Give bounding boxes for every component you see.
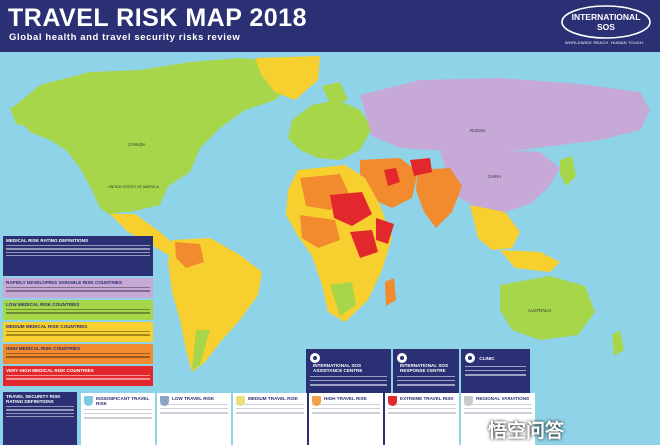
security-insignificant-label: INSIGNIFICANT TRAVEL RISK [96,396,150,406]
info-clinic-label: CLINIC [479,355,495,361]
security-extreme-label: EXTREME TRAVEL RISK [400,396,454,401]
assistance-centre-icon [310,353,320,363]
legend-variable-title: RAPIDLY DEVELOPING VARIABLE RISK COUNTRI… [6,280,123,285]
watermark-text: 悟空问答 [488,421,565,442]
new-zealand [612,330,624,356]
iraq-syria [384,168,400,186]
header-bar: TRAVEL RISK MAP 2018 Global health and t… [0,0,660,52]
shield-icon [236,396,245,406]
watermark-icon [466,417,486,437]
label-canada: CANADA [128,142,146,147]
shield-icon [160,396,169,406]
security-medium-label: MEDIUM TRAVEL RISK [248,396,299,401]
venezuela-colombia [175,242,204,268]
south-america [168,238,262,372]
afghanistan [410,158,432,176]
label-australia: AUSTRALIA [528,308,551,313]
label-russia: RUSSIA [470,128,486,133]
usa-region [90,182,170,212]
shield-icon [84,396,93,406]
japan [560,156,576,186]
security-box-high: HIGH TRAVEL RISK [309,393,383,445]
legend-very-high-title: VERY HIGH MEDICAL RISK COUNTRIES [6,368,94,373]
somalia [376,218,394,244]
shield-icon [464,396,473,406]
legend-medium-title: MEDIUM MEDICAL RISK COUNTRIES [6,324,88,329]
legend-medium-risk: MEDIUM MEDICAL RISK COUNTRIES [3,322,153,342]
legend-high-risk: HIGH MEDICAL RISK COUNTRIES [3,344,153,364]
response-centre-icon [397,353,407,363]
central-america [110,214,178,256]
southeast-asia [470,205,520,250]
info-response-label: INTERNATIONAL SOS RESPONSE CENTRE [400,363,449,373]
legend-high-title: HIGH MEDICAL RISK COUNTRIES [6,346,81,351]
madagascar [385,278,396,306]
security-box-extreme: EXTREME TRAVEL RISK [385,393,459,445]
legend-medical-definitions: MEDICAL RISK RATING DEFINITIONS [3,236,153,276]
legend-medical-title: MEDICAL RISK RATING DEFINITIONS [6,238,89,243]
logo-line-1: INTERNATIONAL [572,12,641,22]
chile-argentina [192,330,210,370]
greenland [255,56,320,100]
security-box-low: LOW TRAVEL RISK [157,393,231,445]
clinic-icon [465,353,475,363]
scandinavia [322,82,348,104]
south-asia [416,168,462,228]
australia [500,276,595,340]
indonesia [500,250,560,272]
label-usa: UNITED STATES OF AMERICA [108,185,160,189]
security-regional-label: REGIONAL VARIATIONS [476,396,530,401]
north-america [10,58,300,215]
west-africa [300,215,340,248]
alaska [10,96,60,128]
southern-africa [330,282,356,316]
china [440,150,560,212]
europe [288,100,372,160]
sahel-libya [330,192,372,226]
info-assistance-label: INTERNATIONAL SOS ASSISTANCE CENTRE [313,363,363,373]
logo-tagline: WORLDWIDE REACH. HUMAN TOUCH. [565,40,645,45]
security-box-insignificant: INSIGNIFICANT TRAVEL RISK [81,393,155,445]
page-title: TRAVEL RISK MAP 2018 [8,4,307,32]
shield-icon [388,396,397,406]
page-subtitle: Global health and travel security risks … [9,32,241,43]
legend-variable-risk: RAPIDLY DEVELOPING VARIABLE RISK COUNTRI… [3,278,153,298]
south-sudan [350,230,378,258]
shield-icon [312,396,321,406]
legend-low-risk: LOW MEDICAL RISK COUNTRIES [3,300,153,320]
logo-line-2: SOS [597,22,615,32]
legend-low-title: LOW MEDICAL RISK COUNTRIES [6,302,80,307]
legend-very-high-risk: VERY HIGH MEDICAL RISK COUNTRIES [3,366,153,386]
international-sos-logo: INTERNATIONAL SOS [561,5,651,39]
security-low-label: LOW TRAVEL RISK [172,396,215,401]
legend-security-definitions: TRAVEL SECURITY RISK RATING DEFINITIONS [3,392,77,445]
legend-security-title: TRAVEL SECURITY RISK RATING DEFINITIONS [6,394,61,404]
label-china: CHINA [488,174,501,179]
security-box-medium: MEDIUM TRAVEL RISK [233,393,307,445]
security-high-label: HIGH TRAVEL RISK [324,396,367,401]
russia [360,78,650,152]
